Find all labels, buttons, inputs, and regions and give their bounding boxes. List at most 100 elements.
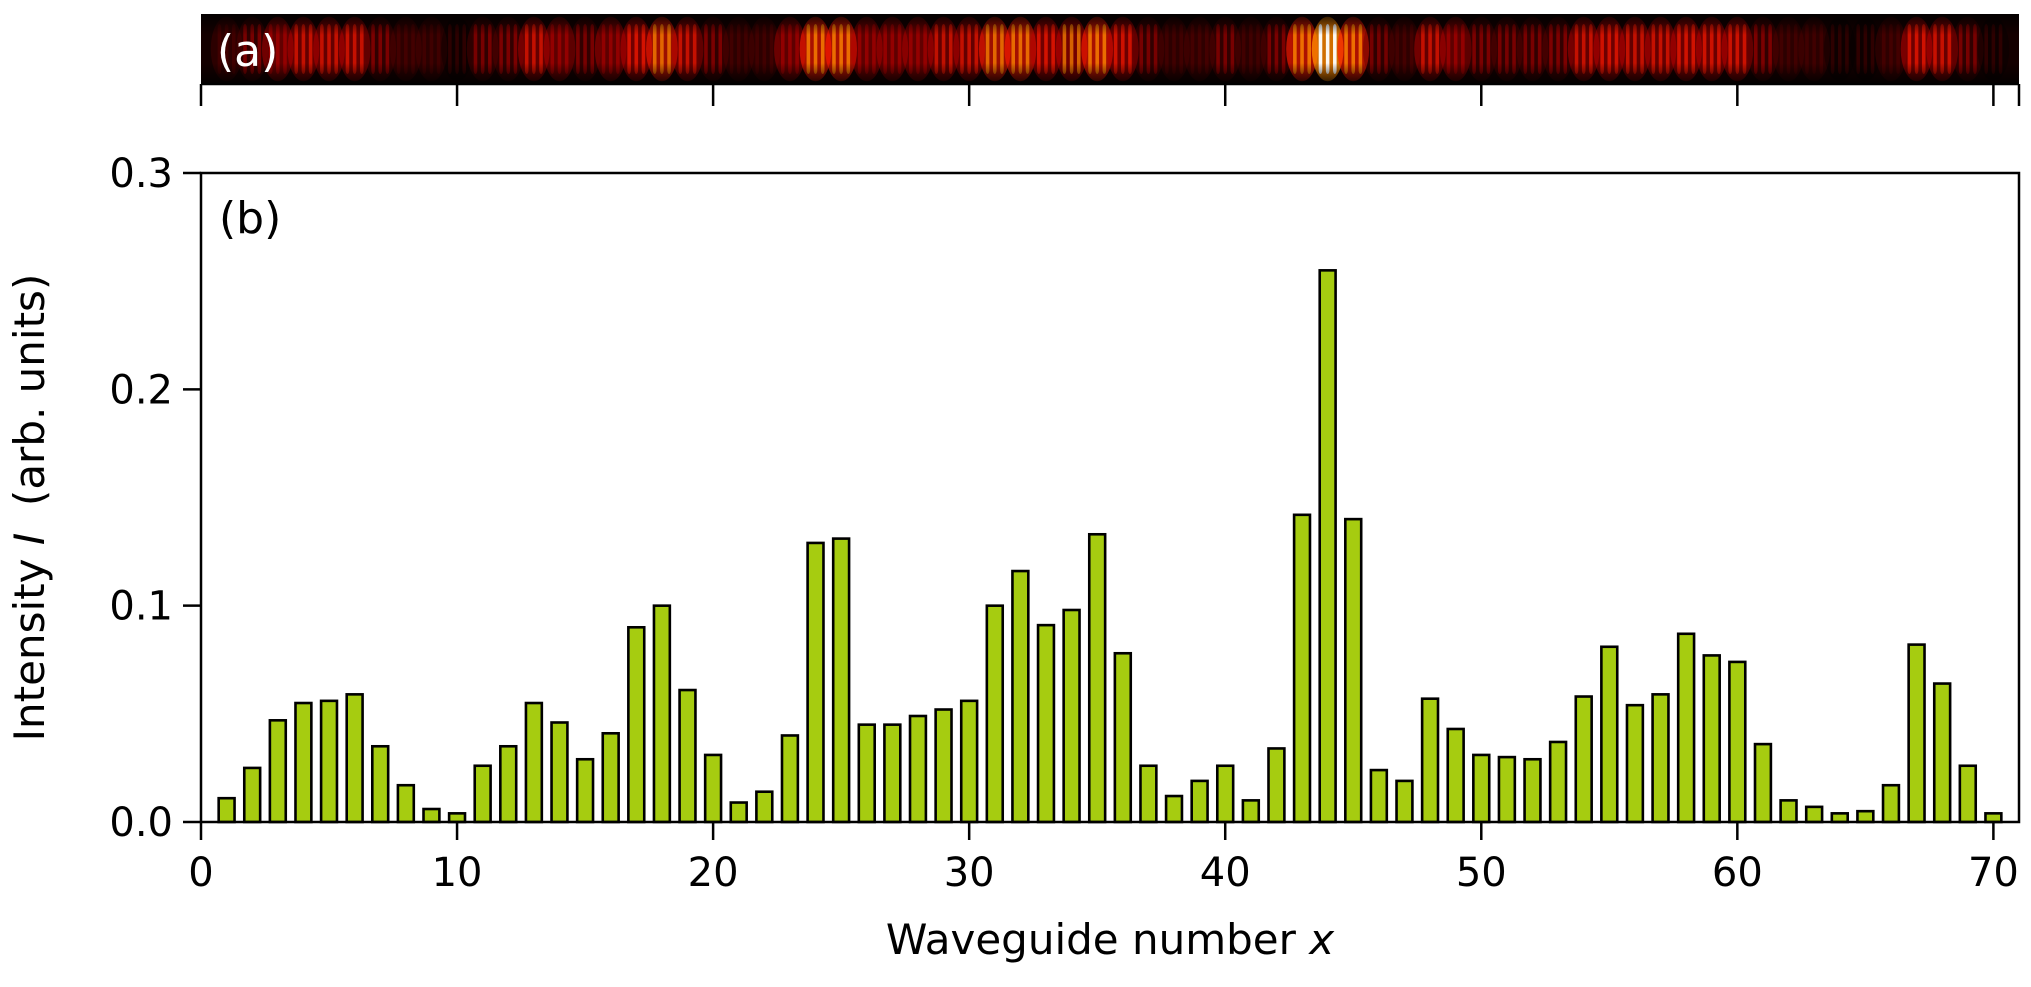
bar <box>1651 693 1670 824</box>
x-axis-title: Waveguide number x <box>886 915 1335 964</box>
bar <box>1779 799 1798 824</box>
bar <box>1241 799 1261 824</box>
heatmap-panel: (a) <box>199 14 2021 106</box>
y-tick-label: 0.1 <box>109 584 173 630</box>
bar <box>1932 682 1952 824</box>
bar <box>1369 768 1389 824</box>
y-tick-label: 0.3 <box>109 151 173 197</box>
y-axis-title-unit: (arb. units) <box>5 274 54 533</box>
bar <box>1164 794 1184 824</box>
bar <box>1753 742 1773 824</box>
bar <box>985 604 1005 824</box>
bar <box>1472 753 1491 824</box>
y-axis-title-main: Intensity <box>5 545 54 741</box>
bar <box>1215 764 1235 824</box>
bar <box>217 796 236 824</box>
bar <box>857 723 876 824</box>
bar <box>1113 651 1133 824</box>
bar <box>550 721 569 824</box>
bar <box>729 801 748 824</box>
x-tick-label: 50 <box>1456 850 1507 896</box>
bar <box>1318 269 1337 824</box>
plot-frame <box>199 171 2021 824</box>
bar <box>1395 779 1414 824</box>
bar <box>345 693 364 824</box>
bar <box>1625 703 1645 824</box>
bar <box>1984 812 2003 824</box>
bar <box>831 537 851 824</box>
bar <box>396 783 416 824</box>
bar <box>242 766 262 824</box>
x-tick-label: 20 <box>688 850 739 896</box>
bar <box>524 701 544 824</box>
bar <box>1676 632 1696 824</box>
heatmap-panel-label: (a) <box>217 26 278 77</box>
bar <box>447 812 467 824</box>
bar <box>652 604 672 824</box>
bar <box>1574 695 1593 824</box>
x-tick-label: 10 <box>432 850 483 896</box>
bar <box>473 764 492 824</box>
x-axis-ticks: 0 10 20 30 40 50 60 70 <box>188 822 2019 896</box>
bar <box>319 699 339 824</box>
x-tick-label: 40 <box>1200 850 1251 896</box>
bar <box>601 731 620 824</box>
bar <box>1728 660 1747 824</box>
bar <box>1856 809 1875 824</box>
bars <box>217 269 2003 824</box>
bar <box>1139 764 1158 824</box>
bar <box>370 744 390 824</box>
bar <box>1523 757 1542 824</box>
bar <box>1420 697 1440 824</box>
bar <box>908 714 928 824</box>
bar <box>1011 569 1030 824</box>
bar <box>1804 805 1824 824</box>
bar <box>934 708 953 824</box>
bar <box>1548 740 1568 824</box>
bar <box>1830 812 1849 824</box>
bar <box>678 688 697 824</box>
bar <box>1497 755 1517 824</box>
x-tick-label: 70 <box>1968 850 2019 896</box>
bar <box>959 699 979 824</box>
y-tick-label: 0.0 <box>109 800 173 846</box>
bar <box>499 744 518 824</box>
bar <box>755 790 774 824</box>
bar-panel: 0 10 20 30 40 50 60 70 0.0 0.1 0.2 0.3 (b) Wavegui… <box>5 151 2021 964</box>
bar <box>1702 654 1721 824</box>
bar <box>1907 643 1926 824</box>
bar <box>1881 783 1901 824</box>
bar <box>575 757 595 824</box>
bar <box>1062 608 1081 824</box>
bar <box>1036 623 1056 824</box>
bar <box>1446 727 1465 824</box>
heatmap-shading <box>201 14 2019 84</box>
bar <box>294 701 313 824</box>
bar <box>806 541 825 824</box>
y-tick-label: 0.2 <box>109 367 173 413</box>
bar <box>883 723 902 824</box>
heatmap-ticks <box>199 82 2021 106</box>
x-tick-label: 60 <box>1712 850 1763 896</box>
bar <box>268 719 288 824</box>
y-axis-title: Intensity I (arb. units) <box>5 274 54 742</box>
y-axis-ticks: 0.0 0.1 0.2 0.3 <box>109 151 201 846</box>
bar <box>1190 779 1209 824</box>
bar <box>1292 513 1312 824</box>
x-tick-label: 30 <box>944 850 995 896</box>
x-tick-label: 0 <box>188 850 213 896</box>
bar <box>1600 645 1619 824</box>
bar-panel-label: (b) <box>219 193 281 244</box>
bar <box>780 734 800 824</box>
x-axis-title-main: Waveguide number <box>886 915 1309 964</box>
bar <box>1958 764 1978 824</box>
bar <box>1087 532 1107 824</box>
bar <box>703 753 723 824</box>
bar <box>422 807 441 824</box>
bar <box>627 625 646 824</box>
x-axis-title-variable: x <box>1307 915 1335 964</box>
bar <box>1344 517 1363 824</box>
y-axis-title-variable: I <box>5 533 54 545</box>
